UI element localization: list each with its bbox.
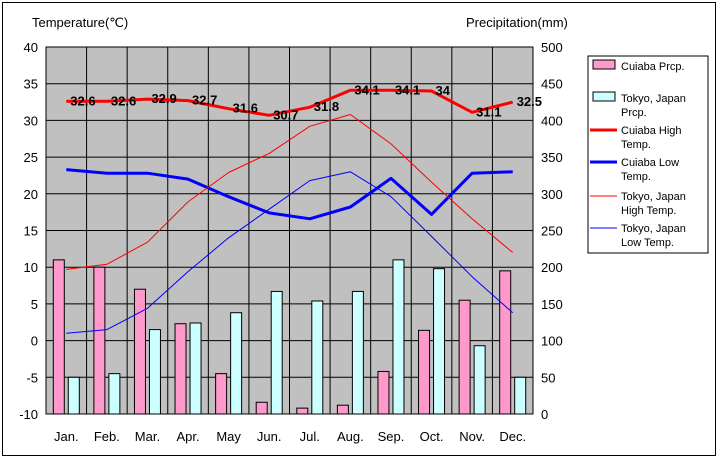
- legend: Cuiaba Prcp. Tokyo, Japan Prcp. Cuiaba High…: [587, 55, 709, 254]
- legend-swatch: [592, 91, 616, 102]
- cuiaba-precip-bar: [377, 370, 390, 415]
- high-temp-data-label: 31.8: [314, 99, 339, 114]
- tokyo-precip-bar: [311, 300, 324, 415]
- high-temp-data-label: 31.1: [476, 104, 501, 119]
- right-axis-ticks: 0 50 100 150 200 250 300 350 400 450 500: [541, 40, 563, 422]
- cuiaba-high-line: [66, 88, 514, 117]
- x-tick-label: Sep.: [378, 429, 405, 444]
- right-tick-label: 400: [541, 113, 563, 128]
- left-tick-label: 30: [24, 113, 38, 128]
- x-tick-label: Mar.: [135, 429, 160, 444]
- left-tick-label: 20: [24, 187, 38, 202]
- high-temp-data-label: 32.9: [151, 91, 176, 106]
- right-tick-label: 300: [541, 187, 563, 202]
- high-temp-data-label: 32.6: [111, 93, 136, 108]
- left-tick-label: 25: [24, 150, 38, 165]
- cuiaba-precip-bar: [215, 373, 228, 415]
- data-labels: 32.6 32.6 32.9 32.7 31.6 30.7 31.8 34.1 34.1 34 31…: [70, 82, 542, 122]
- high-temp-data-label: 34.1: [395, 82, 420, 97]
- right-tick-label: 50: [541, 370, 555, 385]
- tokyo-precip-bar: [392, 259, 405, 415]
- tokyo-precip-bar: [433, 268, 446, 415]
- right-tick-label: 450: [541, 77, 563, 92]
- right-tick-label: 100: [541, 334, 563, 349]
- legend-box: [587, 55, 709, 254]
- x-tick-label: Apr.: [176, 429, 199, 444]
- high-temp-data-label: 32.7: [192, 93, 217, 108]
- tokyo-precip-bar: [473, 345, 486, 415]
- cuiaba-low-line: [66, 168, 513, 221]
- tokyo-precip-bar: [514, 376, 527, 415]
- cuiaba-precip-bar: [52, 259, 65, 415]
- x-tick-label: Jul.: [300, 429, 320, 444]
- x-tick-label: Nov.: [459, 429, 485, 444]
- high-temp-data-label: 32.5: [517, 94, 542, 109]
- chart-frame: [2, 2, 716, 456]
- legend-label: Tokyo, Japan Low Temp.: [621, 223, 686, 249]
- legend-label: Tokyo, Japan High Temp.: [621, 191, 686, 217]
- tokyo-precip-bar: [189, 322, 202, 415]
- cuiaba-precip-bar: [418, 329, 431, 415]
- legend-label: Cuiaba Low Temp.: [621, 157, 679, 183]
- cuiaba-precip-bar: [296, 407, 309, 415]
- left-tick-label: 5: [31, 297, 38, 312]
- precipitation-bars: [52, 259, 527, 415]
- left-tick-label: -5: [26, 370, 38, 385]
- high-temp-data-label: 34: [436, 83, 451, 98]
- x-tick-label: Feb.: [94, 429, 120, 444]
- tokyo-precip-bar: [148, 329, 161, 415]
- high-temp-data-label: 34.1: [354, 82, 379, 97]
- left-axis-ticks: -10 -5 0 5 10 15 20 25 30 35 40: [19, 40, 38, 422]
- right-axis-title: Precipitation(mm): [466, 15, 568, 30]
- legend-label: Cuiaba High Temp.: [621, 125, 682, 151]
- tokyo-precip-bar: [108, 373, 121, 415]
- x-tick-label: Jan.: [54, 429, 79, 444]
- cuiaba-precip-bar: [255, 401, 268, 415]
- x-tick-label: Oct.: [420, 429, 444, 444]
- x-axis-ticks: Jan. Feb. Mar. Apr. May Jun. Jul. Aug. Sep. Oct. N…: [54, 429, 526, 444]
- high-temp-data-label: 30.7: [273, 107, 298, 122]
- x-tick-label: Dec.: [499, 429, 526, 444]
- cuiaba-precip-bar: [133, 288, 146, 415]
- left-axis-title: Temperature(℃): [32, 15, 128, 30]
- tokyo-precip-bar: [230, 312, 243, 415]
- cuiaba-precip-bar: [336, 404, 349, 415]
- left-tick-label: 40: [24, 40, 38, 55]
- right-tick-label: 350: [541, 150, 563, 165]
- cuiaba-precip-bar: [93, 266, 106, 415]
- left-tick-label: -10: [19, 407, 38, 422]
- tokyo-precip-bar: [67, 376, 80, 415]
- cuiaba-precip-bar: [499, 270, 512, 415]
- x-tick-label: Aug.: [337, 429, 364, 444]
- tokyo-low-line: [66, 171, 514, 334]
- right-tick-label: 200: [541, 260, 563, 275]
- temperature-lines: [66, 88, 514, 334]
- right-tick-label: 0: [541, 407, 548, 422]
- left-tick-label: 10: [24, 260, 38, 275]
- legend-label: Tokyo, Japan Prcp.: [621, 93, 686, 119]
- cuiaba-precip-bar: [458, 299, 471, 415]
- tokyo-precip-bar: [270, 290, 283, 415]
- cuiaba-precip-bar: [174, 323, 187, 415]
- x-tick-label: Jun.: [257, 429, 282, 444]
- high-temp-data-label: 32.6: [70, 93, 95, 108]
- right-tick-label: 500: [541, 40, 563, 55]
- legend-swatch: [592, 59, 616, 70]
- x-tick-label: May: [216, 429, 241, 444]
- right-tick-label: 250: [541, 224, 563, 239]
- right-tick-label: 150: [541, 297, 563, 312]
- tokyo-precip-bar: [351, 290, 364, 415]
- tokyo-high-line: [66, 114, 514, 270]
- left-tick-label: 35: [24, 77, 38, 92]
- legend-label: Cuiaba Prcp.: [621, 61, 685, 73]
- high-temp-data-label: 31.6: [233, 101, 258, 116]
- left-tick-label: 0: [31, 334, 38, 349]
- left-tick-label: 15: [24, 224, 38, 239]
